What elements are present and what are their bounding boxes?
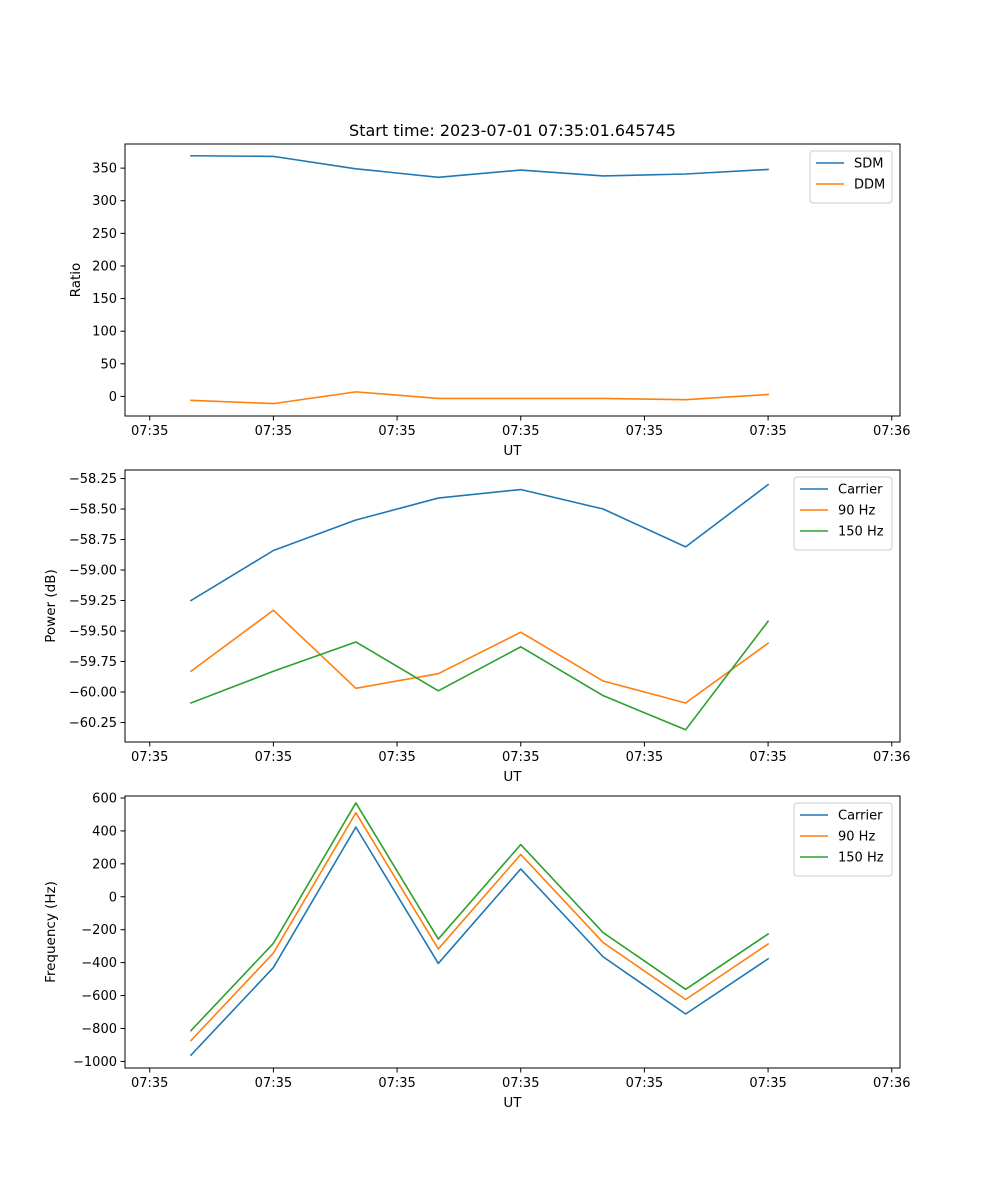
y-tick-label: 100	[92, 325, 117, 340]
y-tick-label: −58.75	[69, 533, 117, 548]
x-tick-label: 07:35	[749, 750, 786, 765]
legend-label: 90 Hz	[838, 504, 875, 519]
series-line-sdm	[190, 154, 769, 179]
y-tick-label: −400	[81, 956, 117, 971]
plot-frame	[124, 795, 901, 1069]
y-tick-label: 0	[109, 890, 117, 905]
x-tick-label: 07:35	[626, 1076, 663, 1091]
chart-panel-1: 07:35 07:35 07:35 07:35 07:35 07:35 07:36 0 50 10…	[68, 121, 910, 459]
x-tick-label: 07:35	[502, 750, 539, 765]
series-line-90-hz	[189, 609, 770, 704]
x-tick-label: 07:36	[873, 424, 910, 439]
y-tick-label: −58.50	[69, 503, 117, 518]
legend-label: SDM	[854, 157, 883, 172]
x-tick-label: 07:35	[255, 750, 292, 765]
x-tick-label: 07:35	[131, 1076, 168, 1091]
y-tick-label: −59.50	[69, 625, 117, 640]
legend-label: 150 Hz	[838, 525, 884, 540]
legend-label: Carrier	[838, 483, 883, 498]
x-tick-label: 07:35	[378, 1076, 415, 1091]
y-tick-label: −60.00	[69, 685, 117, 700]
plot-frame	[124, 469, 901, 743]
y-tick-label: 300	[92, 194, 117, 209]
chart-panel-3: 07:35 07:35 07:35 07:35 07:35 07:35 07:36 −1000…	[43, 791, 910, 1111]
x-tick-label: 07:36	[873, 1076, 910, 1091]
y-tick-label: 50	[100, 357, 117, 372]
y-tick-label: 350	[92, 162, 117, 177]
y-tick-label: −58.25	[69, 472, 117, 487]
series-line-150-hz	[189, 802, 770, 1032]
series-line-150-hz	[189, 620, 770, 731]
y-axis-label: Ratio	[68, 263, 84, 298]
y-tick-label: −1000	[73, 1055, 117, 1070]
x-tick-label: 07:35	[378, 424, 415, 439]
y-tick-label: 400	[92, 824, 117, 839]
series-line-90-hz	[189, 811, 770, 1042]
x-tick-label: 07:35	[131, 750, 168, 765]
y-tick-label: −60.25	[69, 716, 117, 731]
x-tick-label: 07:35	[749, 1076, 786, 1091]
y-tick-label: 600	[92, 791, 117, 806]
y-tick-label: −600	[81, 989, 117, 1004]
y-axis-label: Frequency (Hz)	[43, 881, 59, 983]
x-tick-label: 07:35	[502, 424, 539, 439]
x-tick-label: 07:35	[131, 424, 168, 439]
x-tick-label: 07:35	[255, 424, 292, 439]
chart-title: Start time: 2023-07-01 07:35:01.645745	[349, 121, 676, 140]
y-tick-label: 200	[92, 857, 117, 872]
series-line-carrier	[189, 826, 770, 1057]
legend-label: 90 Hz	[838, 830, 875, 845]
legend-label: Carrier	[838, 809, 883, 824]
x-axis-label: UT	[503, 769, 522, 785]
y-tick-label: −59.00	[69, 564, 117, 579]
y-tick-label: −59.75	[69, 655, 117, 670]
x-axis-label: UT	[503, 1095, 522, 1111]
legend: Carrier 90 Hz 150 Hz	[793, 802, 893, 877]
legend-label: DDM	[854, 178, 885, 193]
series-line-carrier	[189, 483, 770, 602]
x-tick-label: 07:35	[255, 1076, 292, 1091]
x-tick-label: 07:35	[749, 424, 786, 439]
x-tick-label: 07:35	[502, 1076, 539, 1091]
legend-box	[809, 150, 893, 204]
y-tick-label: 200	[92, 259, 117, 274]
legend: SDM DDM	[809, 150, 893, 204]
y-tick-label: 150	[92, 292, 117, 307]
x-axis-label: UT	[503, 443, 522, 459]
y-axis-label: Power (dB)	[43, 569, 59, 642]
y-tick-label: −59.25	[69, 594, 117, 609]
x-tick-label: 07:35	[626, 424, 663, 439]
plot-frame	[124, 143, 901, 417]
y-tick-label: −800	[81, 1022, 117, 1037]
legend-label: 150 Hz	[838, 851, 884, 866]
x-tick-label: 07:36	[873, 750, 910, 765]
y-tick-label: −200	[81, 923, 117, 938]
series-line-ddm	[190, 391, 769, 405]
legend: Carrier 90 Hz 150 Hz	[793, 476, 893, 551]
y-tick-label: 250	[92, 227, 117, 242]
y-tick-label: 0	[109, 390, 117, 405]
x-tick-label: 07:35	[378, 750, 415, 765]
x-tick-label: 07:35	[626, 750, 663, 765]
chart-panel-2: 07:35 07:35 07:35 07:35 07:35 07:35 07:36 −60.2…	[43, 469, 910, 785]
